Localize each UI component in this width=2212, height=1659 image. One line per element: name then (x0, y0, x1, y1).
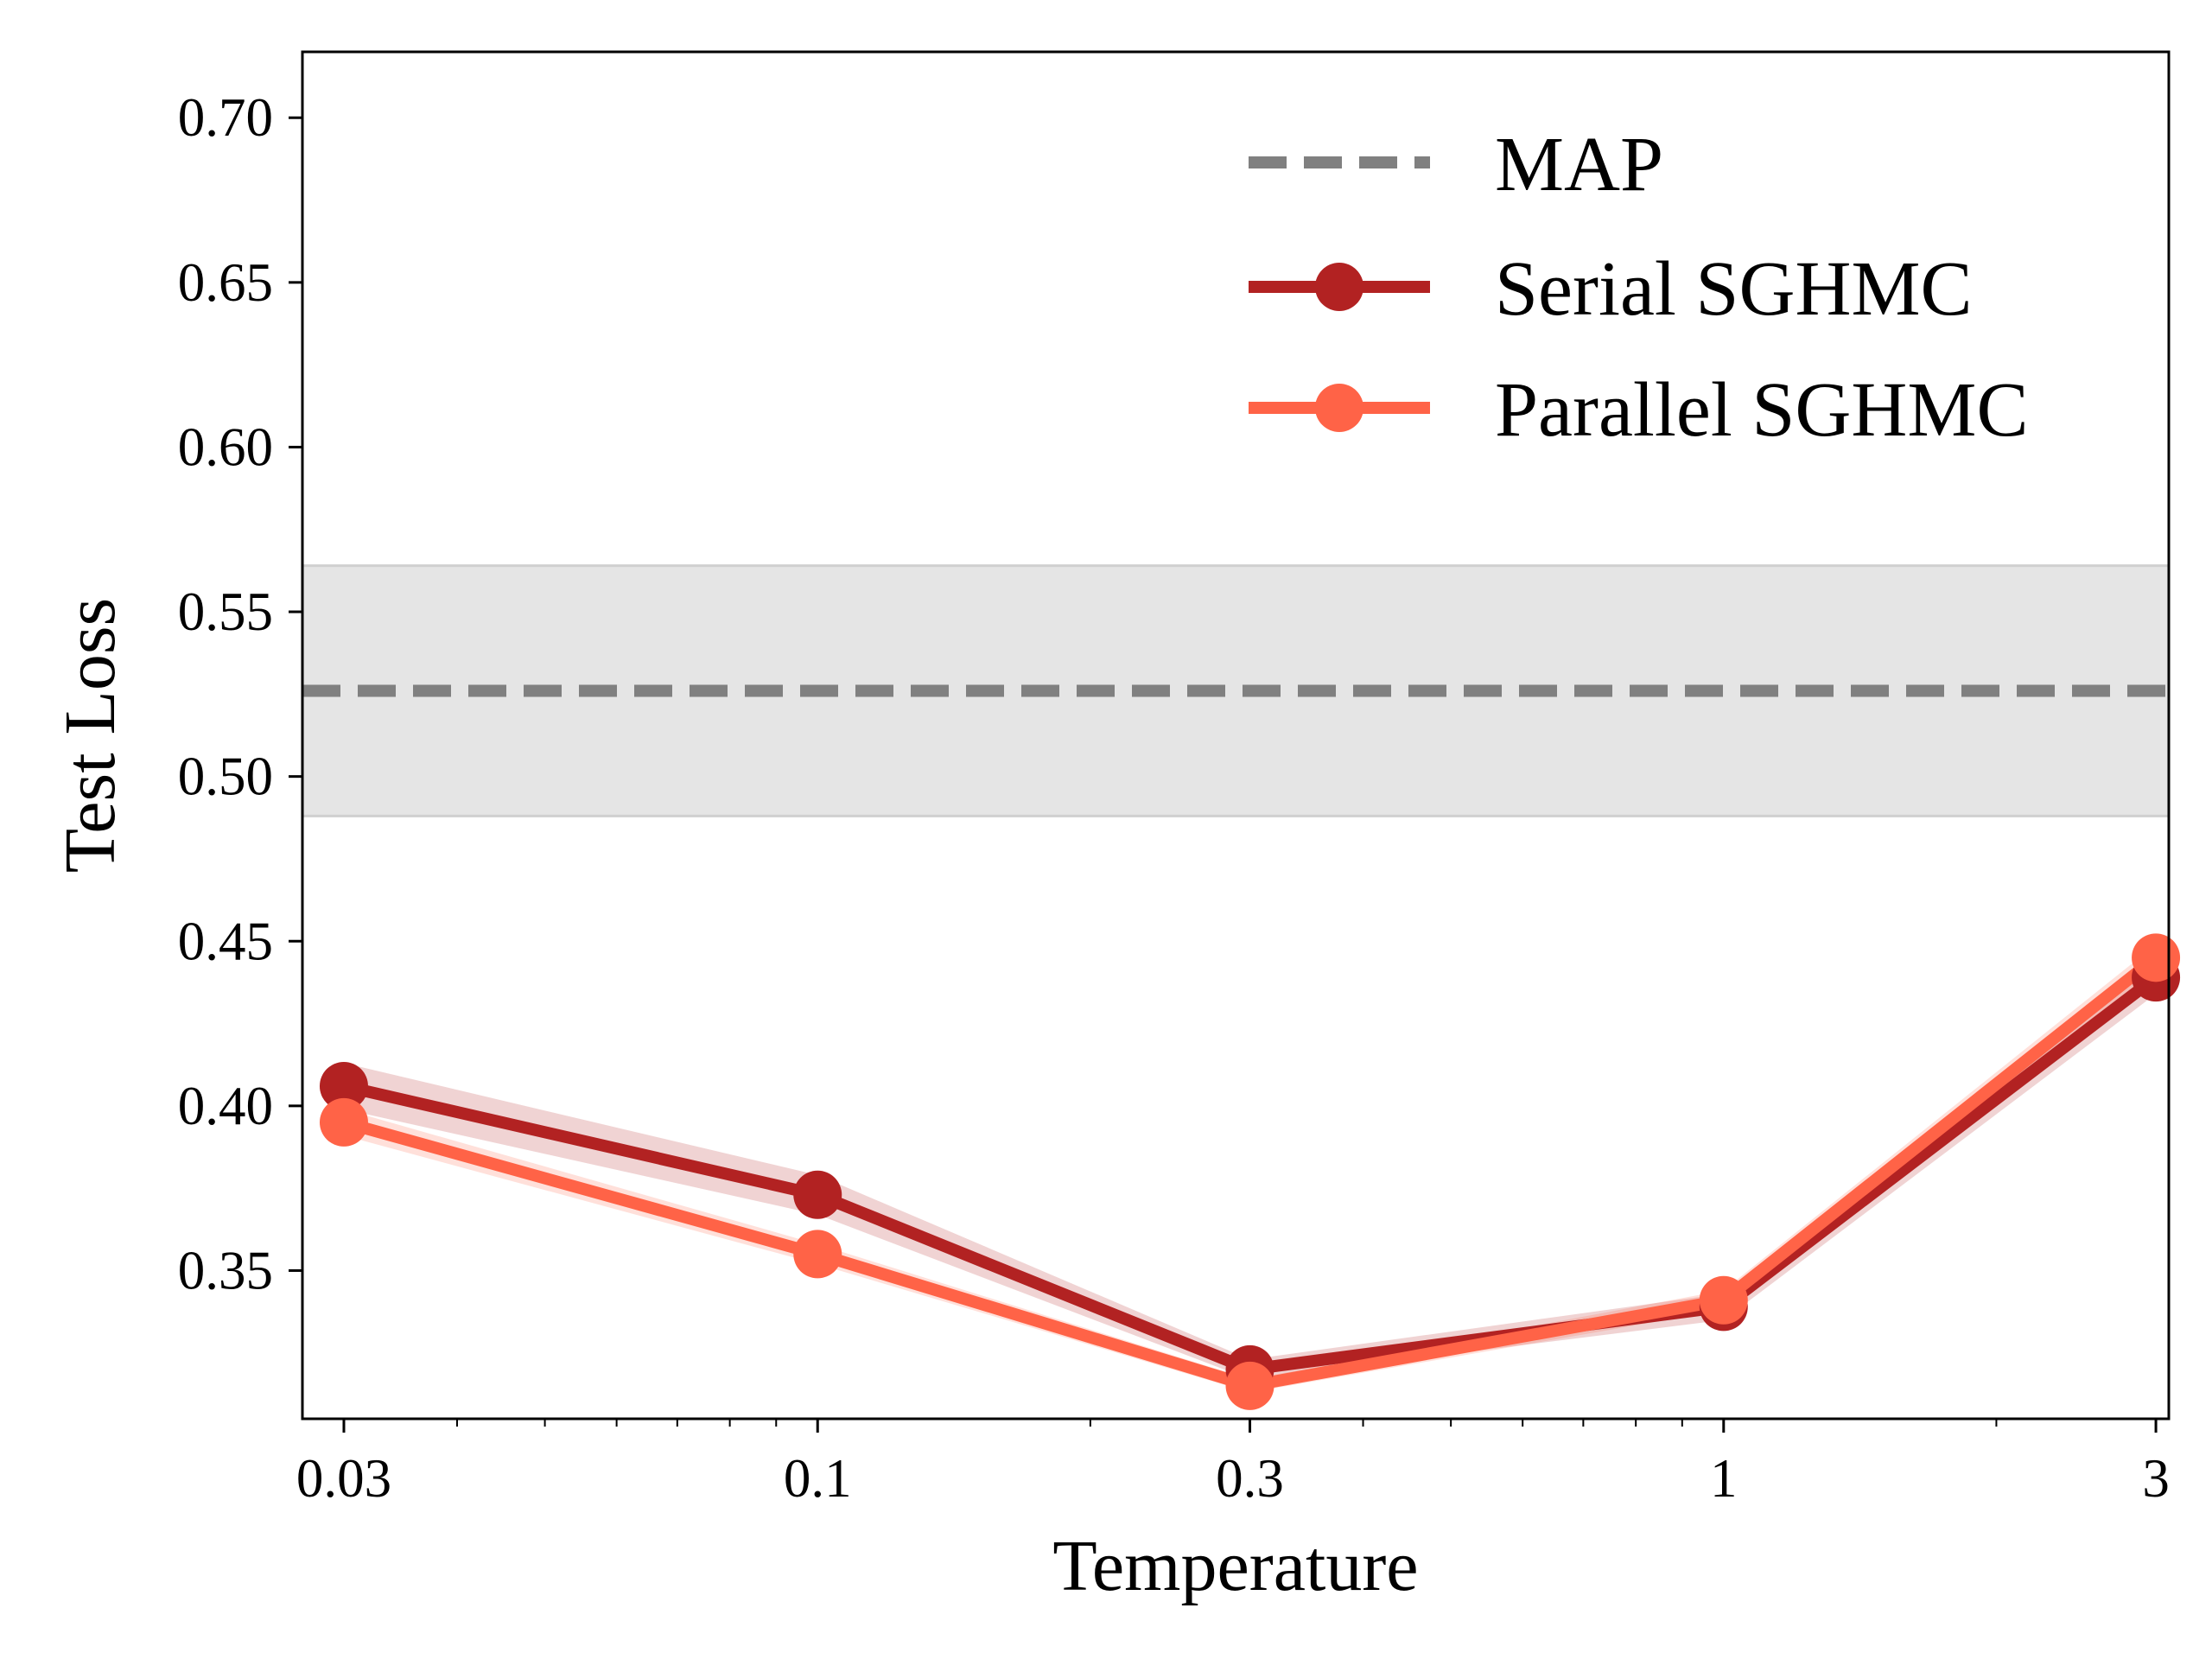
series-point-0 (319, 1061, 368, 1110)
y-tick-label: 0.50 (178, 747, 273, 807)
legend-parallel-marker (1315, 384, 1363, 432)
legend-serial-marker (1315, 263, 1363, 311)
plot-frame (301, 50, 2171, 1421)
series-line-1 (337, 951, 2163, 1392)
x-tick-label: 0.03 (296, 1448, 391, 1509)
x-tick-label: 3 (2142, 1448, 2170, 1509)
y-tick-label: 0.40 (178, 1076, 273, 1136)
series-point-1 (793, 1230, 842, 1279)
series-point-0 (793, 1170, 842, 1219)
plot-markers (319, 933, 2181, 1410)
series-point-1 (2132, 933, 2181, 982)
legend-serial-label: Serial SGHMC (1495, 246, 1973, 332)
x-axis-title: Temperature (1052, 1526, 1418, 1606)
y-axis-title: Test Loss (50, 598, 130, 873)
series-point-1 (319, 1097, 368, 1147)
y-tick-label: 0.60 (178, 416, 273, 477)
legend-parallel-label: Parallel SGHMC (1495, 367, 2028, 453)
series-point-1 (1699, 1275, 1748, 1325)
y-tick-label: 0.45 (178, 911, 273, 971)
legend: MAP Serial SGHMC Parallel SGHMC (1249, 122, 2028, 453)
x-tick-label: 0.3 (1216, 1448, 1284, 1509)
y-tick-label: 0.35 (178, 1240, 273, 1300)
x-tick-label: 1 (1710, 1448, 1738, 1509)
y-tick-label: 0.55 (178, 582, 273, 642)
x-tick-label: 0.1 (784, 1448, 852, 1509)
x-axis: 0.03 0.1 0.3 1 3 (296, 1419, 2170, 1509)
y-axis: 0.35 0.40 0.45 0.50 0.55 0.60 0.65 0.70 (178, 87, 302, 1300)
y-tick-label: 0.70 (178, 87, 273, 148)
series-point-1 (1225, 1361, 1274, 1410)
legend-map-label: MAP (1495, 122, 1663, 207)
y-tick-label: 0.65 (178, 252, 273, 313)
